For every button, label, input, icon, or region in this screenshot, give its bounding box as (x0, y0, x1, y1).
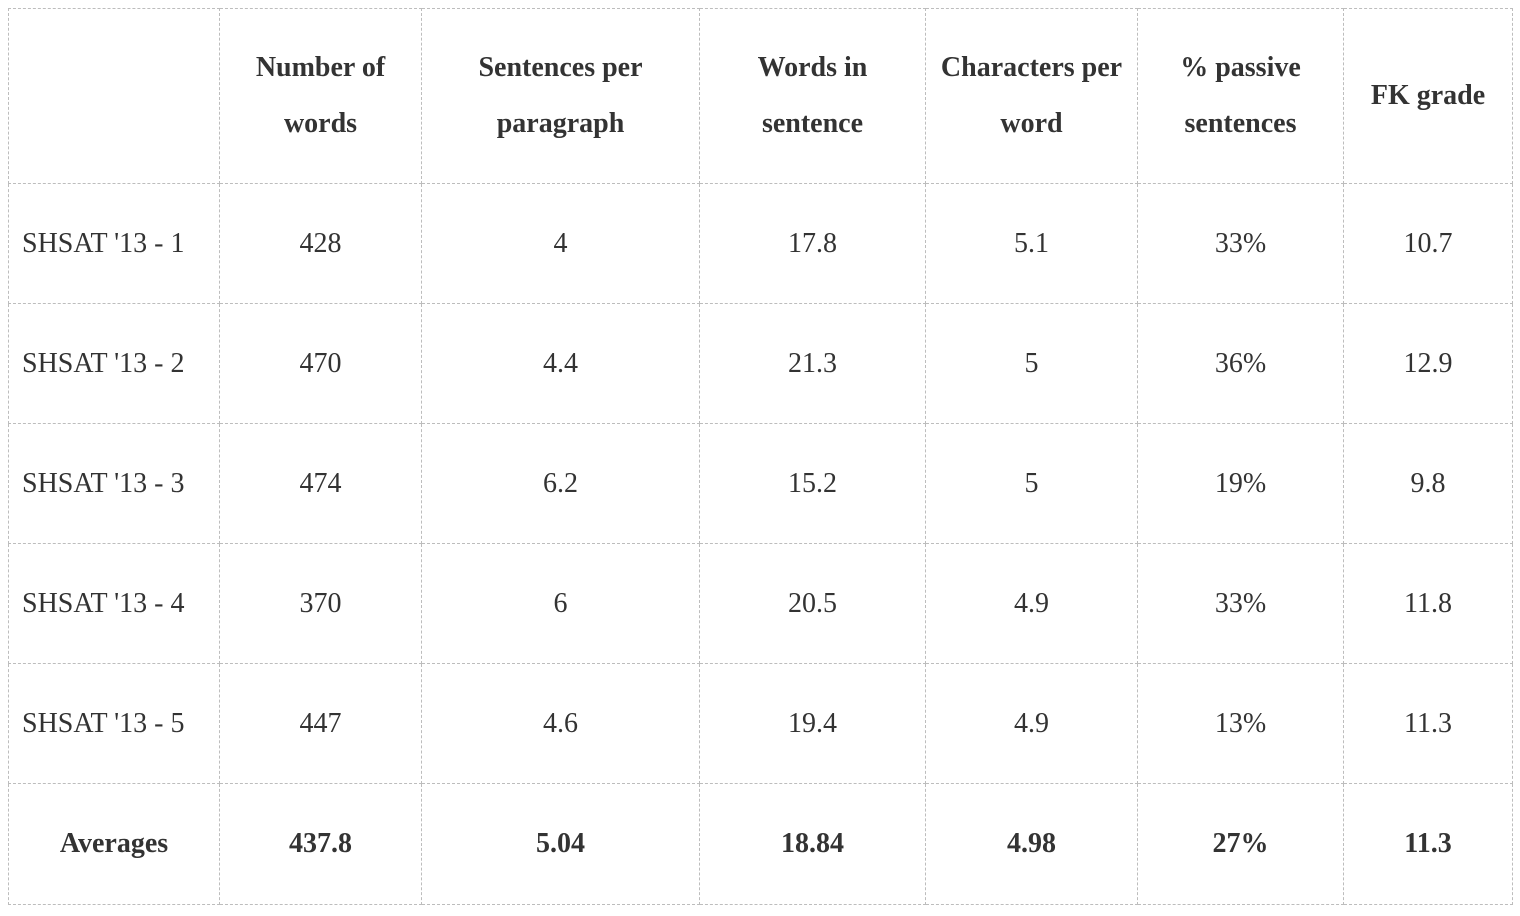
cell-number-of-words: 447 (219, 663, 422, 784)
cell-passive-sentences: 33% (1137, 543, 1344, 664)
header-fk-grade: FK grade (1343, 8, 1513, 184)
table-row: SHSAT '13 - 5 447 4.6 19.4 4.9 13% 11.3 (8, 663, 1513, 784)
cell-fk-grade: 11.3 (1343, 663, 1513, 784)
header-passive-sentences: % passive sentences (1137, 8, 1344, 184)
cell-characters-per-word: 5 (925, 303, 1138, 424)
cell-number-of-words: 470 (219, 303, 422, 424)
header-corner (8, 8, 220, 184)
cell-sentences-per-paragraph: 4.6 (421, 663, 700, 784)
cell-sentences-per-paragraph: 4.4 (421, 303, 700, 424)
avg-passive-sentences: 27% (1137, 783, 1344, 905)
cell-number-of-words: 474 (219, 423, 422, 544)
cell-passive-sentences: 36% (1137, 303, 1344, 424)
header-characters-per-word: Characters per word (925, 8, 1138, 184)
table-row: SHSAT '13 - 1 428 4 17.8 5.1 33% 10.7 (8, 183, 1513, 304)
cell-fk-grade: 10.7 (1343, 183, 1513, 304)
cell-fk-grade: 12.9 (1343, 303, 1513, 424)
row-label: SHSAT '13 - 5 (8, 663, 220, 784)
cell-passive-sentences: 33% (1137, 183, 1344, 304)
readability-stats-table: Number of words Sentences per paragraph … (8, 8, 1513, 905)
table-row: SHSAT '13 - 3 474 6.2 15.2 5 19% 9.8 (8, 423, 1513, 544)
cell-number-of-words: 428 (219, 183, 422, 304)
header-words-in-sentence: Words in sentence (699, 8, 926, 184)
cell-characters-per-word: 4.9 (925, 663, 1138, 784)
cell-fk-grade: 11.8 (1343, 543, 1513, 664)
cell-passive-sentences: 19% (1137, 423, 1344, 544)
cell-words-in-sentence: 21.3 (699, 303, 926, 424)
cell-characters-per-word: 5.1 (925, 183, 1138, 304)
cell-words-in-sentence: 15.2 (699, 423, 926, 544)
row-label: SHSAT '13 - 4 (8, 543, 220, 664)
header-sentences-per-paragraph: Sentences per paragraph (421, 8, 700, 184)
table-header-row: Number of words Sentences per paragraph … (8, 8, 1513, 184)
cell-passive-sentences: 13% (1137, 663, 1344, 784)
table-row: SHSAT '13 - 4 370 6 20.5 4.9 33% 11.8 (8, 543, 1513, 664)
cell-fk-grade: 9.8 (1343, 423, 1513, 544)
avg-words-in-sentence: 18.84 (699, 783, 926, 905)
table-row: SHSAT '13 - 2 470 4.4 21.3 5 36% 12.9 (8, 303, 1513, 424)
cell-characters-per-word: 5 (925, 423, 1138, 544)
row-label: SHSAT '13 - 1 (8, 183, 220, 304)
averages-label: Averages (8, 783, 220, 905)
cell-sentences-per-paragraph: 6.2 (421, 423, 700, 544)
avg-fk-grade: 11.3 (1343, 783, 1513, 905)
cell-sentences-per-paragraph: 6 (421, 543, 700, 664)
cell-words-in-sentence: 19.4 (699, 663, 926, 784)
row-label: SHSAT '13 - 3 (8, 423, 220, 544)
cell-characters-per-word: 4.9 (925, 543, 1138, 664)
table-container: Number of words Sentences per paragraph … (8, 8, 1513, 905)
row-label: SHSAT '13 - 2 (8, 303, 220, 424)
averages-row: Averages 437.8 5.04 18.84 4.98 27% 11.3 (8, 783, 1513, 905)
cell-sentences-per-paragraph: 4 (421, 183, 700, 304)
avg-sentences-per-paragraph: 5.04 (421, 783, 700, 905)
cell-words-in-sentence: 17.8 (699, 183, 926, 304)
avg-characters-per-word: 4.98 (925, 783, 1138, 905)
header-number-of-words: Number of words (219, 8, 422, 184)
cell-number-of-words: 370 (219, 543, 422, 664)
avg-number-of-words: 437.8 (219, 783, 422, 905)
cell-words-in-sentence: 20.5 (699, 543, 926, 664)
